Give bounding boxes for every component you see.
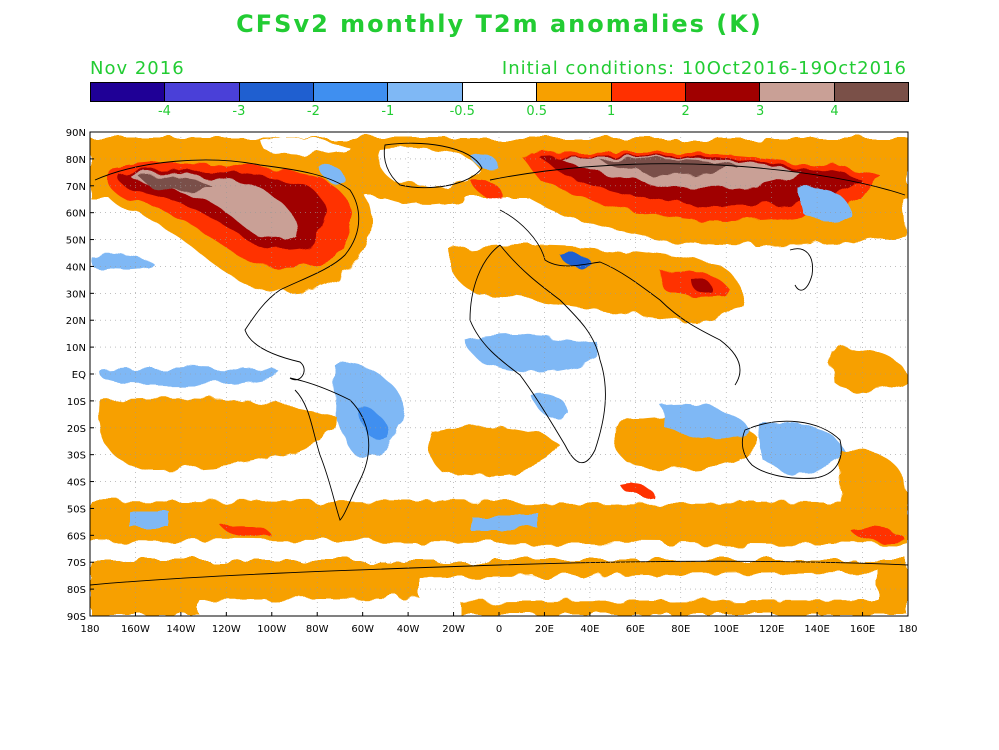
latitude-label: 50N [66,236,86,247]
longitude-label: 140E [804,624,829,635]
longitude-label: 20W [442,624,465,635]
latitude-label: 70S [67,558,86,569]
longitude-labels: 180 160W 140W 120W 100W 80W 60W 40W 20W 0 20E 40E 60… [80,612,918,635]
longitude-label: 40W [397,624,420,635]
color-scale-swatch [314,83,389,101]
initial-conditions-label: Initial conditions: 10Oct2016-19Oct2016 [501,58,907,79]
color-scale-labels: -4 -3 -2 -1 -0.5 0.5 1 2 3 4 [90,104,909,122]
longitude-label: 100E [714,624,739,635]
color-scale-swatch [611,83,686,101]
longitude-label: 160E [850,624,875,635]
latitude-label: 90N [66,128,86,139]
latitude-label: 80S [67,585,86,596]
latitude-label: 20S [67,424,86,435]
latitude-label: 10S [67,397,86,408]
latitude-label: 40N [66,262,86,273]
color-scale-label: 4 [830,104,839,119]
map-title: CFSv2 monthly T2m anomalies (K) [236,10,763,38]
latitude-label: 10N [66,343,86,354]
longitude-label: 20E [535,624,554,635]
color-scale-swatch [685,83,761,101]
longitude-label: 80W [306,624,329,635]
longitude-label: 120E [759,624,784,635]
color-scale-label: 0.5 [526,104,548,119]
color-scale-swatch [760,83,835,101]
latitude-label: 90S [67,612,86,623]
latitude-label: 20N [66,316,86,327]
longitude-label: 180 [898,624,917,635]
latitude-label: 60S [67,531,86,542]
forecast-month-label: Nov 2016 [90,58,185,79]
color-scale-swatch [537,83,612,101]
latitude-label: 70N [66,182,86,193]
color-scale-label: -2 [306,104,320,119]
longitude-label: 100W [257,624,286,635]
latitude-label: 50S [67,504,86,515]
color-scale-bar [90,82,909,102]
longitude-label: 0 [496,624,502,635]
coastlines [90,142,908,586]
color-scale-label: -4 [157,104,171,119]
latitude-labels: 90N 80N 70N 60N 50N 40N 30N 20N 10N EQ 10S 20S 30S 40… [66,128,94,623]
graticule [90,132,908,616]
color-scale-label: -3 [232,104,246,119]
color-scale-swatch [834,83,908,101]
latitude-label: 60N [66,209,86,220]
color-scale-swatch [91,83,166,101]
latitude-label: 30S [67,451,86,462]
color-scale-swatch [239,83,315,101]
longitude-label: 160W [121,624,150,635]
latitude-label: 40S [67,478,86,489]
color-scale-label: -1 [381,104,395,119]
longitude-label: 140W [166,624,195,635]
color-scale-label: 1 [607,104,616,119]
latitude-label: 80N [66,155,86,166]
longitude-label: 120W [212,624,241,635]
longitude-label: 60W [351,624,374,635]
color-scale-swatch [165,83,240,101]
longitude-label: 180 [80,624,99,635]
color-scale-label: -0.5 [449,104,475,119]
color-scale-label: 3 [755,104,765,119]
longitude-label: 60E [626,624,645,635]
longitude-label: 40E [580,624,599,635]
color-scale-swatch [462,83,538,101]
longitude-label: 80E [671,624,690,635]
latitude-label: EQ [72,370,86,381]
color-scale-swatch [388,83,463,101]
color-scale-label: 2 [681,104,690,119]
latitude-label: 30N [66,289,86,300]
